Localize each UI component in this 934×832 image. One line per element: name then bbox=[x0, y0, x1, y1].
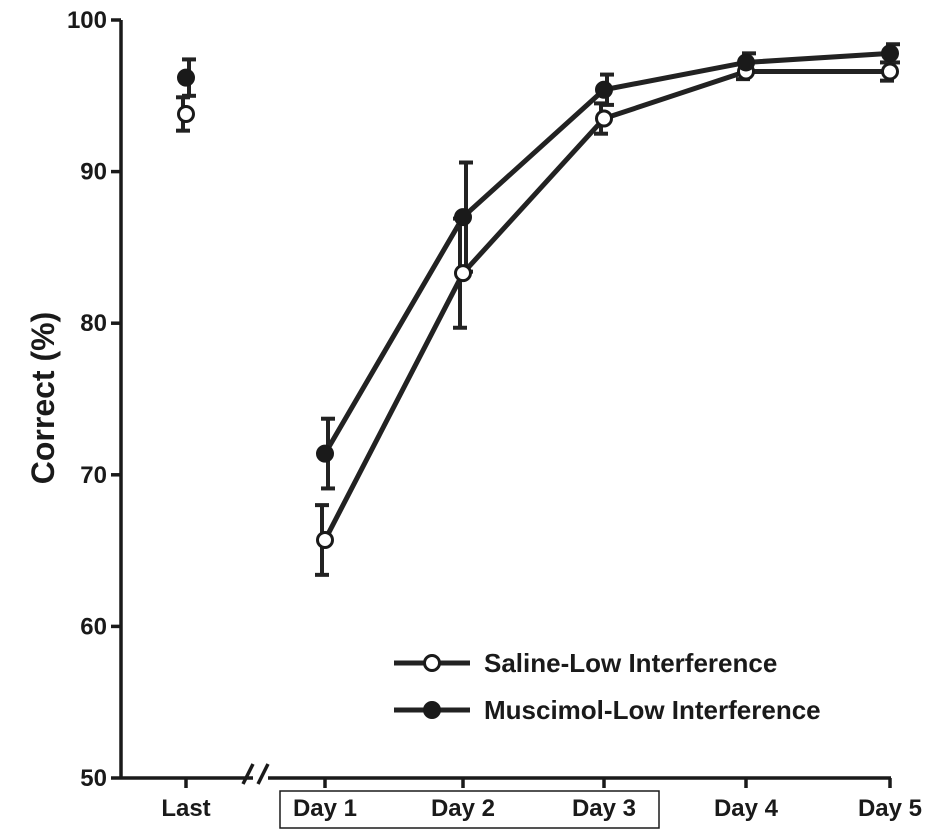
data-point bbox=[177, 104, 195, 123]
data-point bbox=[881, 62, 899, 81]
y-axis-ticks: 50 60 70 80 90 100 bbox=[67, 7, 121, 792]
data-point bbox=[177, 68, 195, 87]
legend-item: Saline-Low Interference bbox=[394, 648, 777, 678]
x-tick-label: Last bbox=[161, 795, 210, 822]
y-tick-label: 70 bbox=[80, 462, 107, 489]
x-tick-label: Day 2 bbox=[431, 795, 495, 822]
series-muscimol bbox=[182, 42, 900, 491]
axis-break-mark bbox=[241, 763, 255, 785]
x-tick-label: Day 1 bbox=[293, 795, 357, 822]
y-tick-label: 90 bbox=[80, 159, 107, 186]
y-axis-title: Correct (%) bbox=[25, 312, 61, 484]
legend-marker bbox=[423, 701, 441, 719]
data-point bbox=[454, 208, 472, 227]
data-point bbox=[316, 444, 334, 463]
y-tick-label: 60 bbox=[80, 613, 107, 640]
series-saline bbox=[176, 60, 894, 577]
data-point bbox=[881, 44, 899, 63]
legend-label: Muscimol-Low Interference bbox=[484, 695, 821, 725]
y-tick-label: 100 bbox=[67, 7, 107, 34]
axes bbox=[119, 20, 891, 785]
legend-item: Muscimol-Low Interference bbox=[394, 695, 821, 725]
x-tick-label: Day 3 bbox=[572, 795, 636, 822]
data-point bbox=[595, 109, 613, 128]
y-tick-label: 50 bbox=[80, 765, 107, 792]
series-layer bbox=[176, 42, 900, 577]
axis-break-mark bbox=[256, 763, 270, 785]
data-point bbox=[316, 530, 334, 549]
data-point bbox=[737, 53, 755, 72]
data-point bbox=[595, 80, 613, 99]
legend: Saline-Low Interference Muscimol-Low Inte… bbox=[394, 648, 821, 725]
x-tick-label: Day 4 bbox=[714, 795, 779, 822]
legend-label: Saline-Low Interference bbox=[484, 648, 777, 678]
x-tick-label: Day 5 bbox=[858, 795, 922, 822]
legend-marker bbox=[423, 654, 441, 672]
boxed-days-frame bbox=[279, 790, 660, 829]
x-axis-ticks: Last Day 1 Day 2 Day 3 Day 4 Day 5 bbox=[161, 778, 922, 829]
y-tick-label: 80 bbox=[80, 310, 107, 337]
data-point bbox=[454, 264, 472, 283]
